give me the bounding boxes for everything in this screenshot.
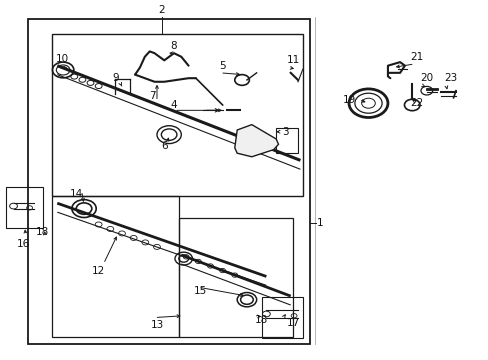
- Text: 17: 17: [286, 318, 299, 328]
- Text: 23: 23: [444, 73, 457, 83]
- Text: 11: 11: [286, 55, 299, 65]
- Text: 16: 16: [17, 239, 30, 249]
- Text: 5: 5: [219, 61, 225, 71]
- Text: 21: 21: [409, 52, 423, 62]
- Text: 19: 19: [342, 95, 355, 105]
- Text: 1: 1: [316, 218, 323, 228]
- Text: 18: 18: [36, 227, 49, 237]
- Bar: [261, 297, 302, 338]
- Text: 12: 12: [92, 266, 105, 276]
- Text: 7: 7: [148, 91, 155, 101]
- Bar: [6, 187, 42, 228]
- Text: 18: 18: [254, 315, 267, 325]
- Bar: [179, 217, 292, 337]
- Bar: [28, 19, 309, 344]
- Text: 6: 6: [161, 141, 167, 151]
- Text: 4: 4: [170, 100, 177, 110]
- Text: 10: 10: [56, 54, 69, 64]
- Polygon shape: [234, 125, 278, 157]
- Text: 20: 20: [419, 73, 432, 83]
- Text: 8: 8: [170, 41, 177, 51]
- Text: 14: 14: [70, 189, 83, 199]
- Bar: [52, 33, 302, 196]
- Text: 13: 13: [150, 320, 163, 330]
- Bar: [52, 196, 179, 337]
- Text: 3: 3: [282, 127, 288, 137]
- Text: 15: 15: [194, 286, 207, 296]
- Text: 9: 9: [112, 73, 119, 83]
- Bar: [276, 128, 297, 153]
- Text: 2: 2: [158, 5, 165, 15]
- Text: 22: 22: [409, 98, 423, 108]
